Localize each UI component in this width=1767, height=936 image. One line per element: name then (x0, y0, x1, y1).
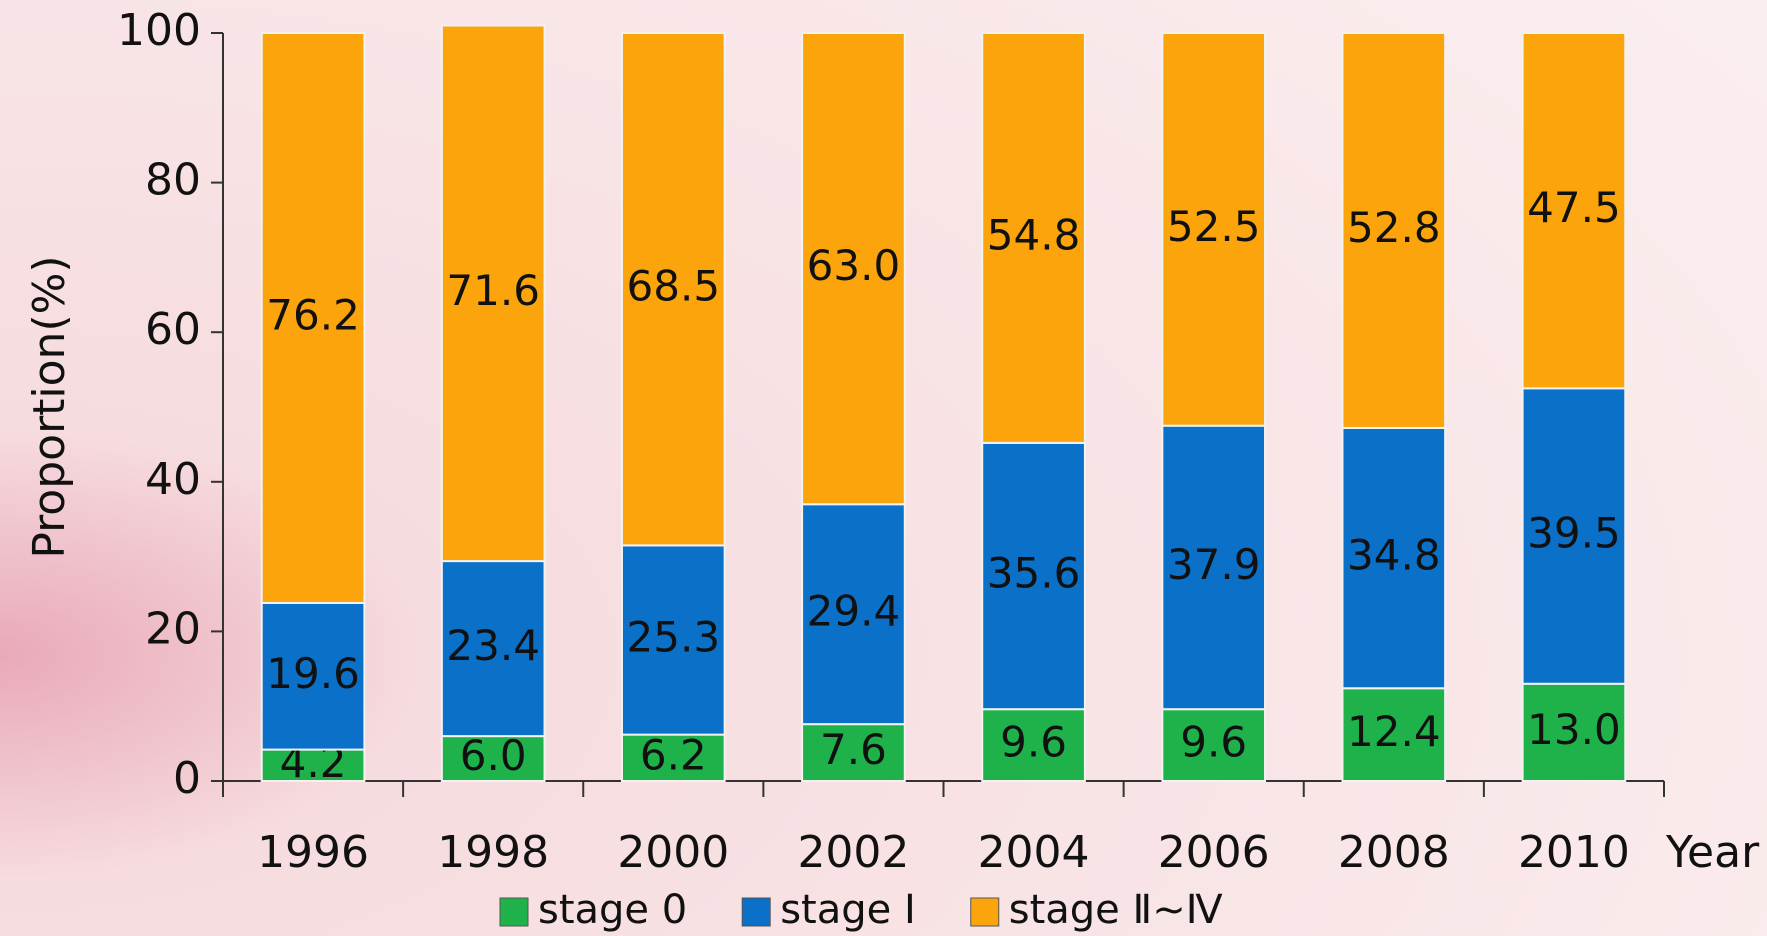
bar-segment (440, 24, 546, 563)
bar-segment (620, 544, 726, 736)
bar-segment (260, 32, 366, 604)
data-label: 39.5 (1527, 509, 1621, 558)
x-tick-label: 2000 (617, 827, 729, 878)
data-label: 25.3 (627, 613, 721, 662)
data-label: 35.6 (987, 549, 1081, 598)
legend-swatch (741, 897, 771, 927)
x-axis-label: Year (1665, 827, 1760, 878)
bar-segment (620, 733, 726, 783)
bar-segment (1341, 687, 1447, 782)
legend-label: stage Ⅰ (780, 887, 916, 933)
x-tick-label: 2004 (978, 827, 1090, 878)
legend-swatch (970, 897, 1000, 927)
data-label: 52.5 (1167, 202, 1261, 251)
x-tick-label: 2002 (797, 827, 909, 878)
y-tick-label: 40 (145, 454, 201, 505)
bar-segment (1161, 424, 1267, 711)
data-label: 71.6 (446, 266, 540, 315)
data-label: 37.9 (1167, 540, 1261, 589)
x-tick-label: 2010 (1518, 827, 1630, 878)
data-label: 6.2 (640, 730, 707, 779)
data-label: 13.0 (1527, 705, 1621, 754)
bar-segment (801, 32, 906, 506)
y-tick-label: 80 (145, 155, 201, 206)
bar-segment (260, 748, 366, 782)
data-label: 63.0 (807, 241, 901, 290)
legend-label: stage 0 (538, 887, 687, 933)
x-tick-label: 1998 (437, 827, 549, 878)
y-tick-label: 60 (145, 304, 201, 355)
bar-segment (1341, 426, 1447, 690)
data-label: 7.6 (820, 725, 887, 774)
y-axis-label: Proportion(%) (24, 255, 75, 558)
y-tick-label: 0 (173, 753, 201, 804)
bar-segment (620, 32, 726, 547)
data-label: 12.4 (1347, 707, 1441, 756)
bar-segment (981, 32, 1086, 444)
x-tick-label: 2006 (1158, 827, 1270, 878)
y-tick-label: 100 (117, 5, 201, 56)
data-label: 23.4 (446, 621, 540, 670)
data-label: 76.2 (266, 290, 360, 339)
x-tick-label: 1996 (257, 827, 369, 878)
data-label: 9.6 (1180, 718, 1247, 767)
data-label: 68.5 (627, 262, 721, 311)
bar-segment (981, 441, 1086, 711)
legend-label: stage Ⅱ~Ⅳ (1009, 887, 1223, 933)
x-tick-label: 2008 (1338, 827, 1450, 878)
data-label: 34.8 (1347, 531, 1441, 580)
bar-segment (260, 601, 366, 751)
data-label: 52.8 (1347, 203, 1441, 252)
bar-segment (1521, 32, 1627, 390)
bar-segment (1521, 682, 1627, 783)
bar-segment (981, 708, 1086, 783)
data-label: 19.6 (266, 649, 360, 698)
data-label: 54.8 (987, 210, 1081, 259)
data-label: 9.6 (1000, 718, 1067, 767)
bar-segment (801, 723, 906, 782)
data-label: 6.0 (460, 731, 527, 780)
bar-segment (1161, 32, 1267, 427)
bar-segment (1521, 387, 1627, 685)
data-label: 29.4 (807, 587, 901, 636)
legend-swatch (499, 897, 529, 927)
data-label: 47.5 (1527, 183, 1621, 232)
bar-segment (440, 735, 546, 782)
bar-segment (440, 560, 546, 738)
bar-segment (1341, 32, 1447, 429)
y-tick-label: 20 (145, 603, 201, 654)
